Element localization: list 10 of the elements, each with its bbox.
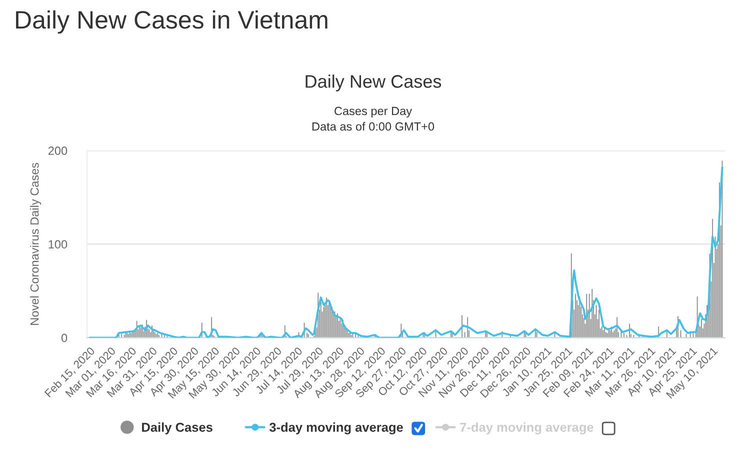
text: Cases per Day	[334, 106, 412, 118]
text: Data as of 0:00 GMT+0	[312, 122, 434, 131]
chart-title: Daily New Cases in Vietnam	[16, 10, 328, 34]
y-tick-label: 200	[48, 146, 68, 155]
legend-label: Daily Cases	[142, 422, 212, 434]
y-axis-title: Novel Coronavirus Daily Cases	[30, 162, 42, 325]
chart-subtitle: Daily New Cases	[306, 74, 442, 92]
y-tick-label: 100	[48, 240, 68, 248]
y-tick-label: 0	[61, 334, 68, 342]
legend-label: 3-day moving average	[269, 422, 403, 434]
